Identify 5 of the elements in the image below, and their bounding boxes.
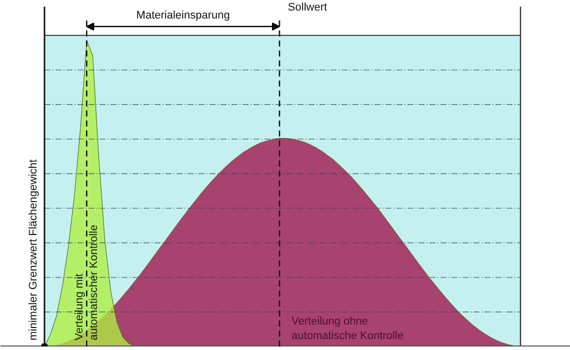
text: Sollwert <box>288 2 328 14</box>
series-label: Verteilung ohne automatische Kontrolle <box>292 316 404 342</box>
series-label: Verteilung mit automatischer Kontrolle <box>73 224 100 340</box>
text: Materialeinsparung <box>136 10 230 22</box>
text: minimaler Grenzwert Flächengewicht <box>28 159 40 340</box>
